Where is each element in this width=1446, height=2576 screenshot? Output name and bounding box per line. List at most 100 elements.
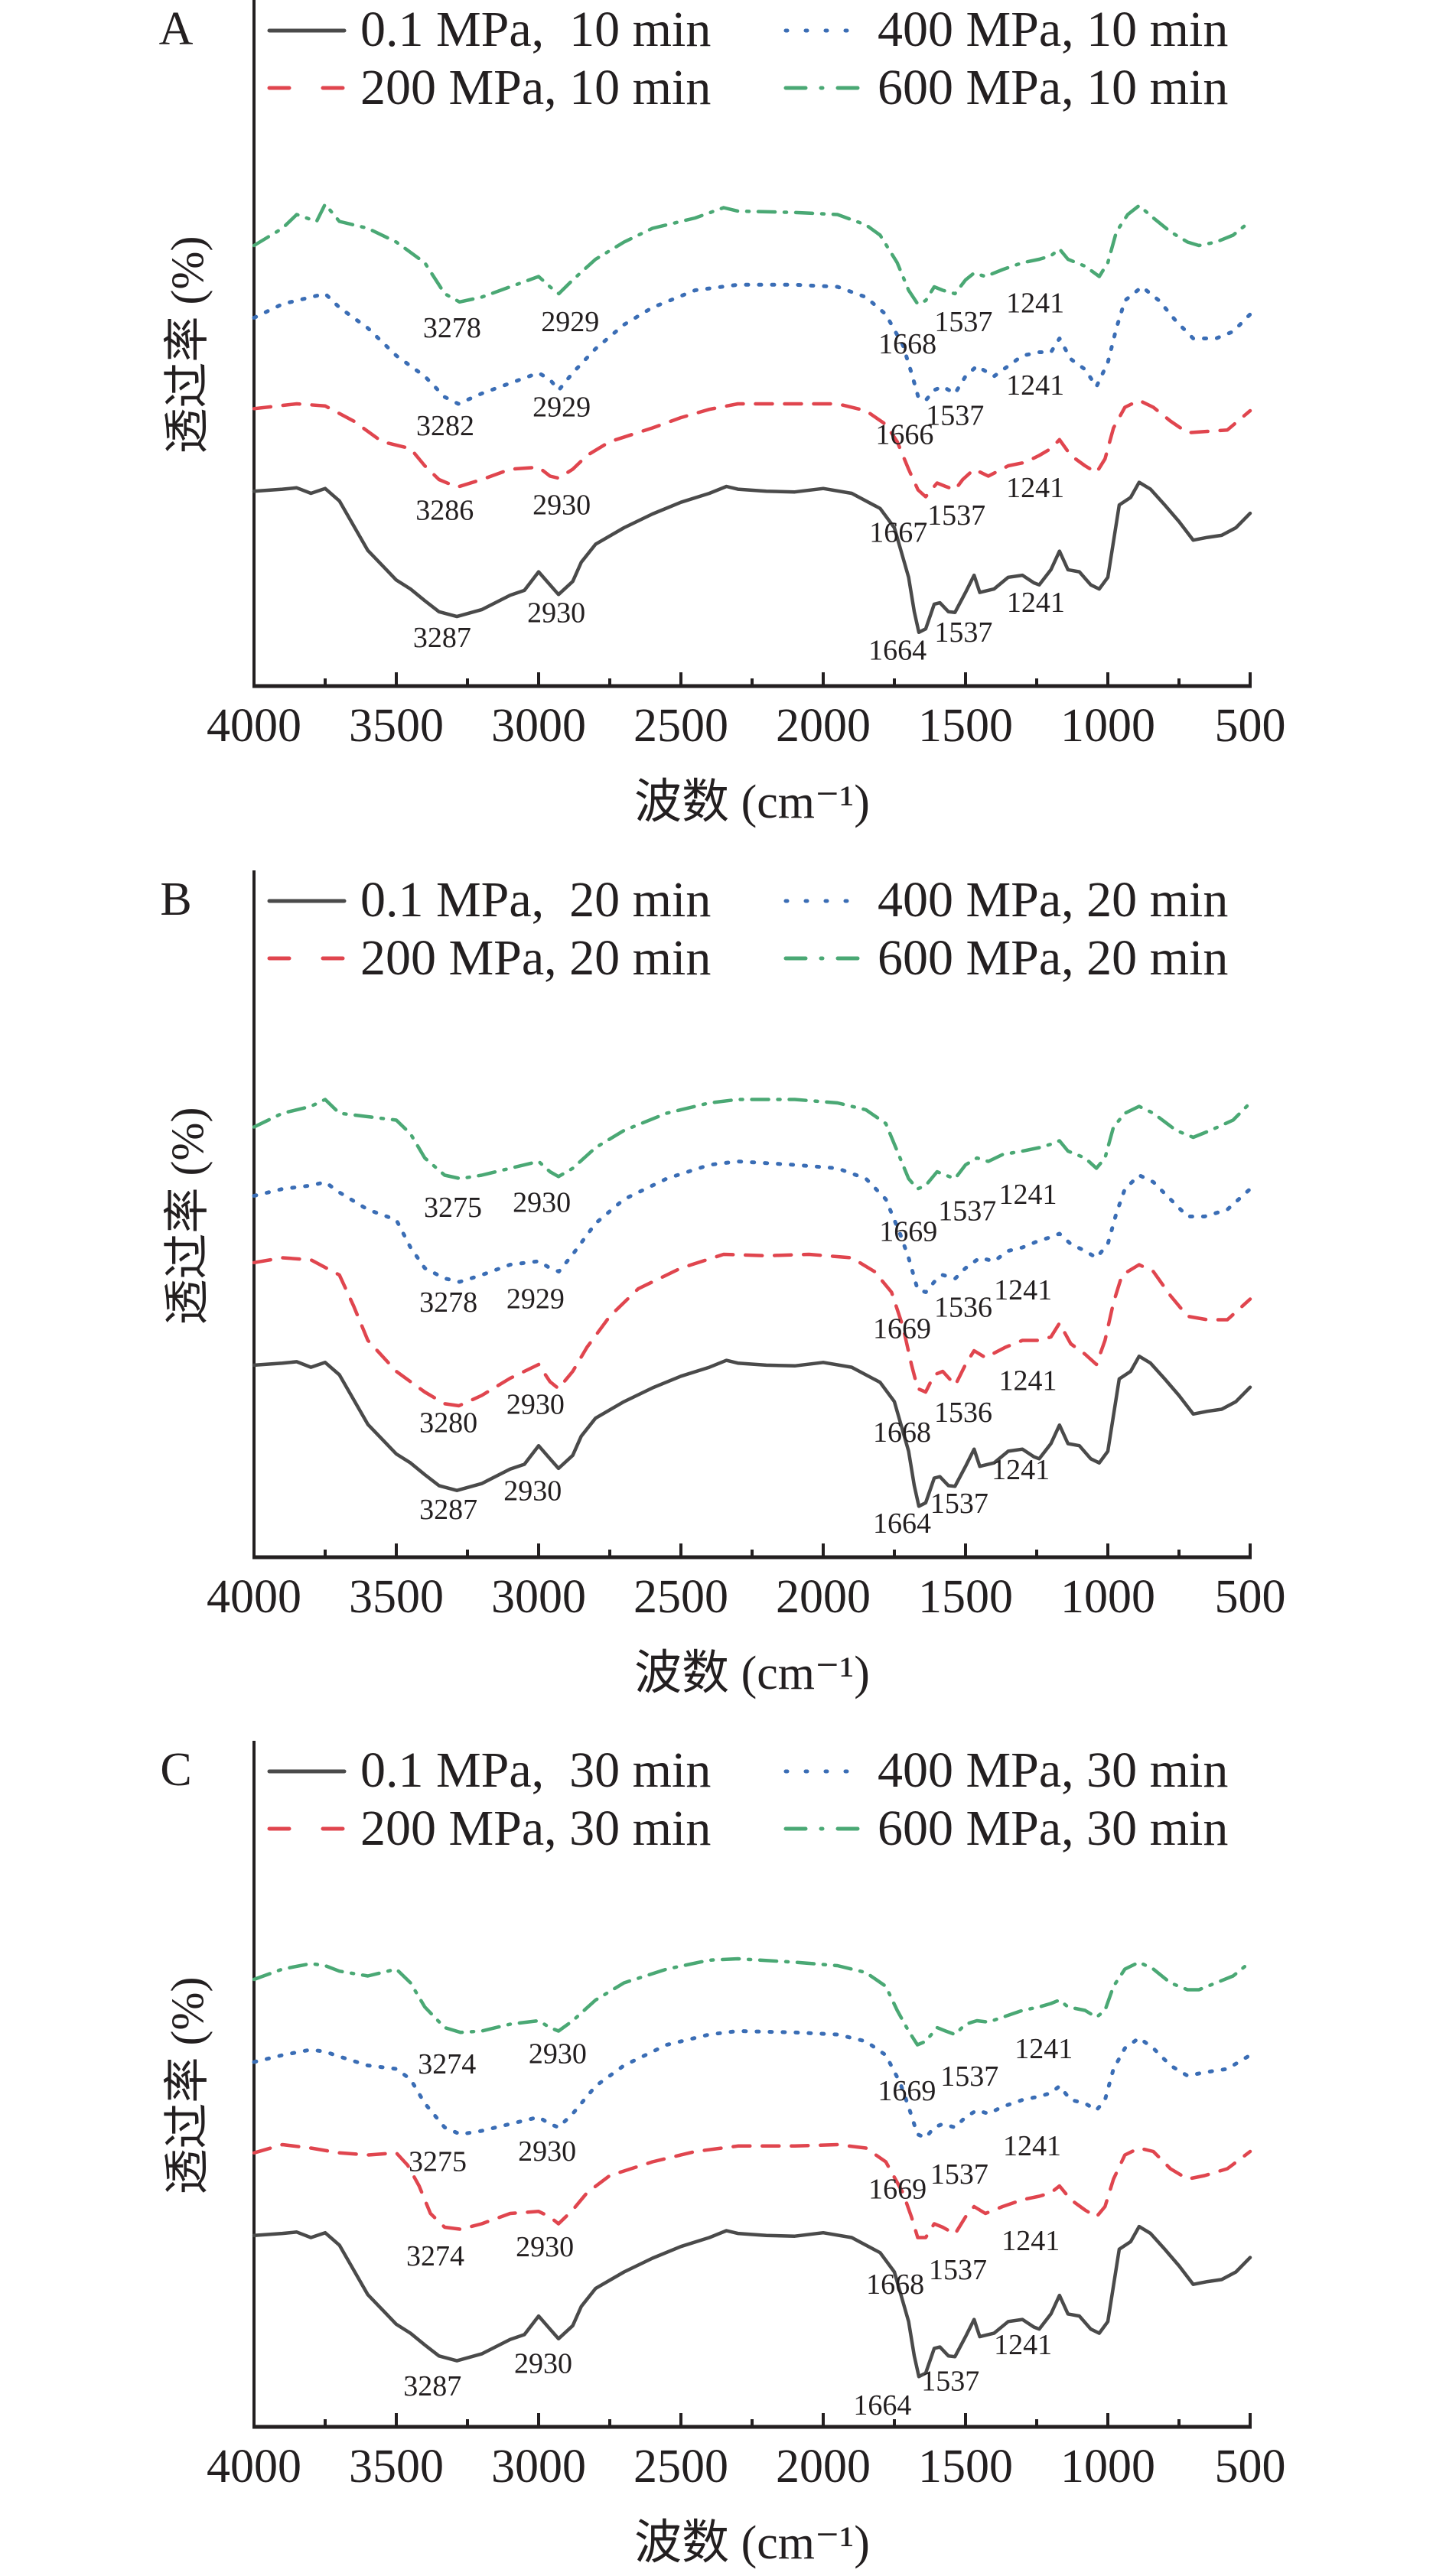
x-tick-label: 1500 — [918, 1571, 1013, 1623]
series-line-solid — [252, 1354, 1252, 1508]
peak-annotation: 2930 — [529, 2038, 587, 2070]
peak-annotation: 3275 — [409, 2146, 467, 2178]
series-line-dotted — [252, 1160, 1252, 1294]
peak-annotation: 3274 — [418, 2048, 476, 2080]
x-tick-label: 3500 — [349, 2441, 444, 2493]
series-line-dashed — [252, 1252, 1252, 1408]
peak-annotation: 3278 — [423, 312, 481, 344]
legend-label: 400 MPa, 30 min — [878, 1742, 1228, 1798]
series-line-solid — [252, 2224, 1252, 2379]
peak-annotation: 1537 — [930, 1488, 988, 1520]
panel-a: A 4000 3500 3000 2500 2000 1500 1000 500 波数 (cm⁻¹… — [159, 0, 1286, 828]
peak-annotation: 2930 — [506, 1388, 565, 1420]
x-tick-label: 500 — [1215, 1571, 1286, 1623]
legend-item: 200 MPa, 30 min — [267, 1800, 711, 1856]
legend-item: 200 MPa, 10 min — [267, 60, 711, 115]
x-tick-label: 2000 — [776, 1571, 871, 1623]
peak-annotation: 1668 — [873, 1416, 931, 1449]
legend-label: 200 MPa, 10 min — [360, 60, 711, 115]
series-line-solid — [252, 480, 1252, 635]
legend-label: 400 MPa, 10 min — [878, 2, 1228, 57]
x-tick-label: 500 — [1215, 700, 1286, 752]
legend-item: 400 MPa, 30 min — [783, 1742, 1228, 1798]
x-tick-label: 1000 — [1060, 1571, 1155, 1623]
x-tick-label: 3000 — [491, 2441, 586, 2493]
peak-annotation: 1241 — [1003, 2130, 1061, 2162]
panel-letter: B — [160, 873, 191, 925]
legend-item: 600 MPa, 20 min — [783, 930, 1228, 986]
peak-annotation: 1669 — [879, 1215, 937, 1247]
peak-annotation: 2930 — [518, 2135, 576, 2168]
x-tick-label: 3000 — [491, 700, 586, 752]
x-tick-label: 2500 — [633, 1571, 728, 1623]
peak-annotation: 3275 — [424, 1192, 482, 1224]
peak-annotation: 3287 — [403, 2370, 461, 2402]
peak-annotation: 1664 — [873, 1508, 931, 1540]
x-tick-label: 4000 — [207, 1571, 301, 1623]
legend-item: 600 MPa, 10 min — [783, 60, 1228, 115]
legend-item: 0.1 MPa, 30 min — [267, 1742, 711, 1798]
legend-label: 0.1 MPa, 20 min — [360, 872, 711, 928]
legend-item: 400 MPa, 20 min — [783, 872, 1228, 928]
legend-label: 600 MPa, 20 min — [878, 930, 1228, 986]
peak-annotation: 1536 — [934, 1291, 992, 1323]
peak-annotation: 1241 — [1007, 587, 1065, 619]
x-tick-label: 2500 — [633, 2441, 728, 2493]
panel-letter: C — [160, 1744, 191, 1796]
x-tick-label: 1500 — [918, 700, 1013, 752]
peak-annotation: 1668 — [878, 328, 936, 360]
series-line-dashed — [252, 398, 1252, 499]
legend-item: 600 MPa, 30 min — [783, 1800, 1228, 1856]
peak-annotation: 1241 — [1006, 369, 1064, 402]
peak-annotation: 1537 — [929, 2254, 987, 2286]
peak-annotation: 1241 — [994, 2329, 1052, 2361]
x-tick-label: 4000 — [207, 700, 301, 752]
peak-annotation: 1537 — [927, 499, 985, 532]
peak-annotation: 3282 — [416, 410, 474, 442]
legend-label: 0.1 MPa, 30 min — [360, 1742, 711, 1798]
peak-annotation: 1241 — [992, 1454, 1050, 1486]
series-line-dashdot — [252, 202, 1252, 306]
peak-annotation: 3287 — [413, 622, 471, 654]
peak-annotation: 1241 — [1006, 472, 1064, 504]
peak-annotation: 1667 — [869, 516, 927, 548]
legend-item: 0.1 MPa, 10 min — [267, 2, 711, 57]
peak-annotation: 1537 — [921, 2366, 979, 2398]
x-tick-label: 1000 — [1060, 700, 1155, 752]
x-tick-label: 2000 — [776, 2441, 871, 2493]
legend-label: 600 MPa, 30 min — [878, 1800, 1228, 1856]
panel-letter: A — [159, 3, 194, 55]
peak-annotation: 2930 — [513, 1187, 571, 1219]
x-tick-label: 3500 — [349, 1571, 444, 1623]
peak-annotation: 1241 — [998, 1365, 1057, 1397]
x-tick-label: 1500 — [918, 2441, 1013, 2493]
peak-annotation: 2929 — [532, 392, 591, 424]
peak-annotation: 1537 — [930, 2158, 988, 2191]
peak-annotation: 1537 — [938, 1195, 996, 1227]
peak-annotation: 3287 — [419, 1494, 477, 1526]
peak-annotation: 1241 — [1001, 2225, 1060, 2257]
peak-annotation: 1537 — [934, 616, 992, 649]
peak-annotation: 2930 — [516, 2231, 574, 2263]
peak-annotation: 2930 — [532, 489, 591, 521]
peak-annotation: 1537 — [940, 2060, 998, 2093]
peak-annotation: 1241 — [1014, 2033, 1073, 2065]
legend-label: 200 MPa, 20 min — [360, 930, 711, 986]
x-tick-label: 4000 — [207, 2441, 301, 2493]
peak-annotation: 1669 — [878, 2075, 936, 2107]
x-tick-label: 2500 — [633, 700, 728, 752]
peak-annotation: 1537 — [934, 306, 992, 338]
peak-annotation: 1241 — [1006, 288, 1064, 320]
peak-annotation: 1666 — [875, 419, 933, 451]
peak-annotation: 2930 — [503, 1475, 562, 1508]
peak-annotation: 2929 — [506, 1283, 565, 1316]
x-tick-label: 500 — [1215, 2441, 1286, 2493]
peak-annotation: 1664 — [853, 2389, 911, 2422]
x-tick-label: 1000 — [1060, 2441, 1155, 2493]
peak-annotation: 2930 — [514, 2347, 572, 2379]
peak-annotation: 1669 — [873, 1312, 931, 1345]
